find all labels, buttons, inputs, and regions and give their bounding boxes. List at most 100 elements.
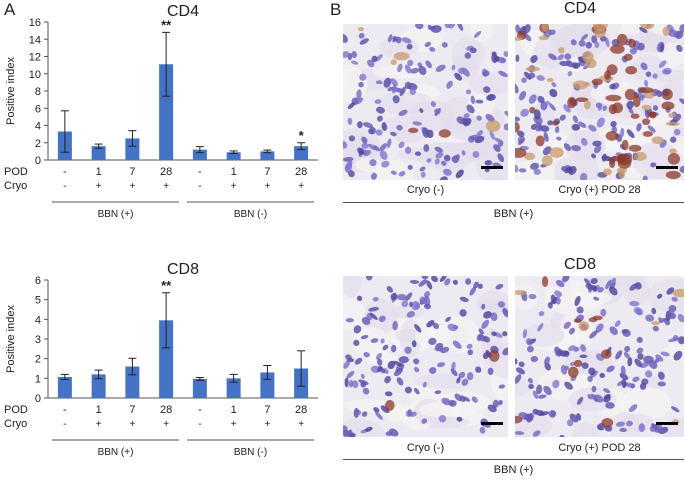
row-value: + — [298, 419, 304, 430]
nucleus — [580, 33, 589, 41]
tissue-texture — [563, 130, 606, 162]
nucleus — [581, 362, 589, 369]
nucleus — [418, 279, 428, 287]
nucleus — [436, 362, 446, 368]
row-value: + — [163, 419, 169, 430]
tissue-texture — [468, 73, 508, 95]
nucleus — [574, 295, 581, 307]
row-value: 7 — [264, 166, 270, 178]
nucleus — [503, 51, 508, 57]
positive-stain — [616, 33, 628, 46]
nucleus — [587, 393, 593, 400]
nucleus — [398, 171, 406, 177]
nucleus — [375, 80, 383, 85]
positive-stain — [583, 82, 591, 87]
nucleus — [672, 335, 679, 342]
nucleus — [585, 41, 593, 49]
nucleus — [591, 35, 598, 44]
nucleus — [455, 154, 460, 160]
nucleus — [430, 101, 436, 108]
nucleus — [361, 136, 368, 144]
tissue-texture — [352, 326, 390, 360]
nucleus — [660, 351, 670, 357]
nucleus — [419, 296, 426, 304]
cd4-cryo-negative-micrograph — [343, 24, 508, 180]
y-tick-label: 0 — [35, 155, 41, 167]
nucleus — [435, 64, 446, 72]
nucleus — [363, 352, 370, 358]
nucleus — [378, 315, 386, 322]
cd4-cryo-positive-micrograph — [515, 24, 684, 180]
nucleus — [346, 370, 355, 379]
positive-stain — [488, 350, 500, 362]
y-tick-label: 2 — [35, 138, 41, 150]
nucleus — [485, 114, 495, 123]
nucleus — [580, 137, 588, 146]
nucleus — [593, 145, 602, 154]
nucleus — [623, 351, 630, 359]
cd4-right-caption: Cryo (+) POD 28 — [558, 184, 641, 196]
tissue-texture — [622, 277, 651, 306]
positive-stain — [592, 24, 608, 31]
nucleus — [588, 367, 596, 376]
nucleus — [439, 176, 448, 180]
nucleus — [451, 361, 456, 372]
bar — [91, 374, 106, 398]
nucleus — [390, 78, 398, 87]
nucleus — [381, 160, 390, 168]
nucleus — [636, 336, 643, 343]
nucleus — [369, 126, 376, 135]
nucleus — [398, 356, 410, 364]
cd8-bar-chart: CD8 0 1 2 3 4 5 6 Positive index ** POD - 1 7 28 - 1 7 28 C… — [4, 261, 318, 458]
nucleus — [465, 89, 472, 95]
nucleus — [383, 77, 392, 88]
nucleus — [567, 71, 573, 77]
nucleus — [461, 378, 469, 386]
positive-stain — [669, 148, 677, 154]
nucleus — [522, 329, 528, 339]
nucleus — [571, 123, 581, 131]
nucleus — [521, 77, 527, 84]
nucleus — [353, 339, 360, 347]
nucleus — [527, 377, 533, 384]
nucleus — [601, 153, 607, 162]
nucleus — [502, 309, 508, 315]
tissue-texture — [426, 316, 480, 354]
y-axis-label: Positive index — [5, 57, 17, 125]
nucleus — [515, 358, 518, 365]
cd4-group-rule — [343, 202, 684, 203]
positive-stain — [551, 120, 560, 126]
nucleus — [515, 83, 519, 94]
nucleus — [645, 314, 655, 322]
nucleus — [472, 151, 480, 158]
positive-stain — [515, 36, 523, 41]
nucleus — [475, 99, 484, 104]
nucleus — [367, 143, 377, 151]
nucleus — [626, 129, 635, 138]
group-label: BBN (-) — [234, 447, 267, 458]
nucleus — [365, 276, 373, 281]
nucleus — [373, 407, 380, 413]
positive-stain — [667, 113, 677, 118]
nucleus — [371, 55, 378, 63]
nucleus — [390, 293, 398, 301]
nucleus — [547, 120, 553, 126]
positive-stain — [541, 276, 549, 288]
tissue-texture — [343, 298, 367, 331]
nucleus — [443, 154, 451, 162]
positive-stain — [575, 97, 589, 103]
nucleus — [658, 60, 667, 68]
nucleus — [536, 75, 545, 81]
positive-stain — [628, 144, 642, 152]
positive-stain — [638, 87, 654, 94]
nucleus — [671, 296, 678, 302]
nucleus — [409, 301, 413, 307]
nucleus — [676, 44, 683, 52]
nucleus — [390, 170, 397, 175]
positive-stain — [390, 59, 397, 66]
nucleus — [554, 126, 560, 134]
nucleus — [679, 24, 684, 33]
nucleus — [466, 343, 473, 349]
nucleus — [421, 418, 428, 424]
nucleus — [434, 146, 443, 153]
